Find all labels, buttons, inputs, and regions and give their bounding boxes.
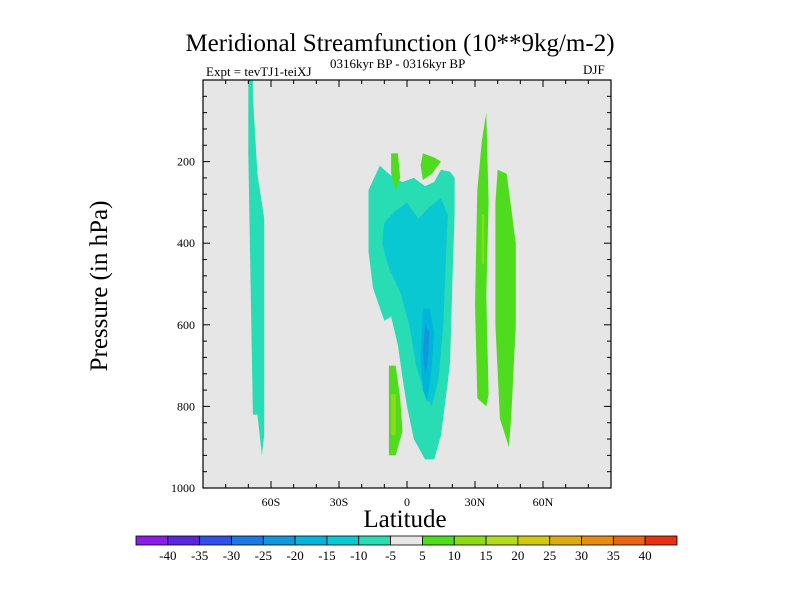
colorbar-swatch [231,535,264,546]
y-tick-label: 600 [177,318,195,332]
colorbar-swatch [199,535,232,546]
colorbar-swatch [294,535,328,546]
colorbar-label: 30 [575,548,588,563]
y-axis: 200 400 600 800 1000 [171,79,611,495]
y-axis-label: Pressure (in hPa) [86,200,113,372]
x-tick-label: 30S [330,495,349,509]
colorbar-swatch [358,535,391,546]
x-tick-label: 30N [465,495,486,509]
colorbar-swatch [485,535,519,546]
contour-tropical-cell-deep [422,324,430,374]
colorbar-label: 25 [543,548,556,563]
colorbar-label: -35 [191,548,208,563]
colorbar-label: 35 [607,548,620,563]
x-axis-label: Latitude [363,506,447,533]
colorbar-swatch [262,535,296,546]
chart-title: Meridional Streamfunction (10**9kg/m-2) [185,30,615,57]
colorbar-label: 15 [480,548,493,563]
contour-nh-cell-left-core [481,214,485,264]
colorbar-swatch [167,535,201,546]
colorbar-label: -15 [318,548,335,563]
colorbar-label: -5 [385,548,396,563]
colorbar-label: 20 [511,548,524,563]
colorbar-swatch [453,535,487,546]
colorbar-swatch [422,535,455,546]
colorbar-label: 10 [448,548,461,563]
x-tick-label: 60S [262,495,281,509]
colorbar-label: -40 [159,548,176,563]
colorbar-swatch [326,535,360,546]
colorbar-swatch [612,535,646,546]
contour-sh-lower-lobe-core [391,394,396,435]
x-axis: 60S 30S 0 30N 60N [202,80,612,509]
colorbar-swatch [581,535,614,546]
y-tick-label: 800 [177,399,195,413]
colorbar-label: -25 [255,548,272,563]
contour-nh-upper-lobe-b [420,153,441,180]
colorbar-swatch [644,535,678,546]
colorbar-label: -10 [350,548,367,563]
contour-nh-cell-right [495,169,516,448]
contour-regions [248,80,516,460]
colorbar-label: -20 [286,548,303,563]
colorbar-label: 5 [419,548,426,563]
colorbar-swatch [390,535,423,546]
period-label: 0316kyr BP - 0316kyr BP [330,56,466,71]
colorbar-label: -30 [223,548,240,563]
colorbar-swatch [517,535,551,546]
colorbar-swatch [549,535,582,546]
y-tick-label: 200 [177,155,195,169]
x-tick-label: 0 [404,495,410,509]
y-tick-label: 400 [177,236,195,250]
x-tick-label: 60N [533,495,554,509]
colorbar: -40 -35 -30 -25 -20 -15 -10 -5 5 10 15 20 25 30 35 40 [135,535,678,563]
contour-sh-polar-column [248,80,265,456]
colorbar-label: 40 [639,548,652,563]
experiment-label: Expt = tevTJ1-teiXJ [206,64,312,79]
season-label: DJF [583,62,605,77]
contour-nh-upper-lobe-a [391,153,401,191]
colorbar-swatch [135,535,169,546]
y-tick-label: 1000 [171,481,195,495]
